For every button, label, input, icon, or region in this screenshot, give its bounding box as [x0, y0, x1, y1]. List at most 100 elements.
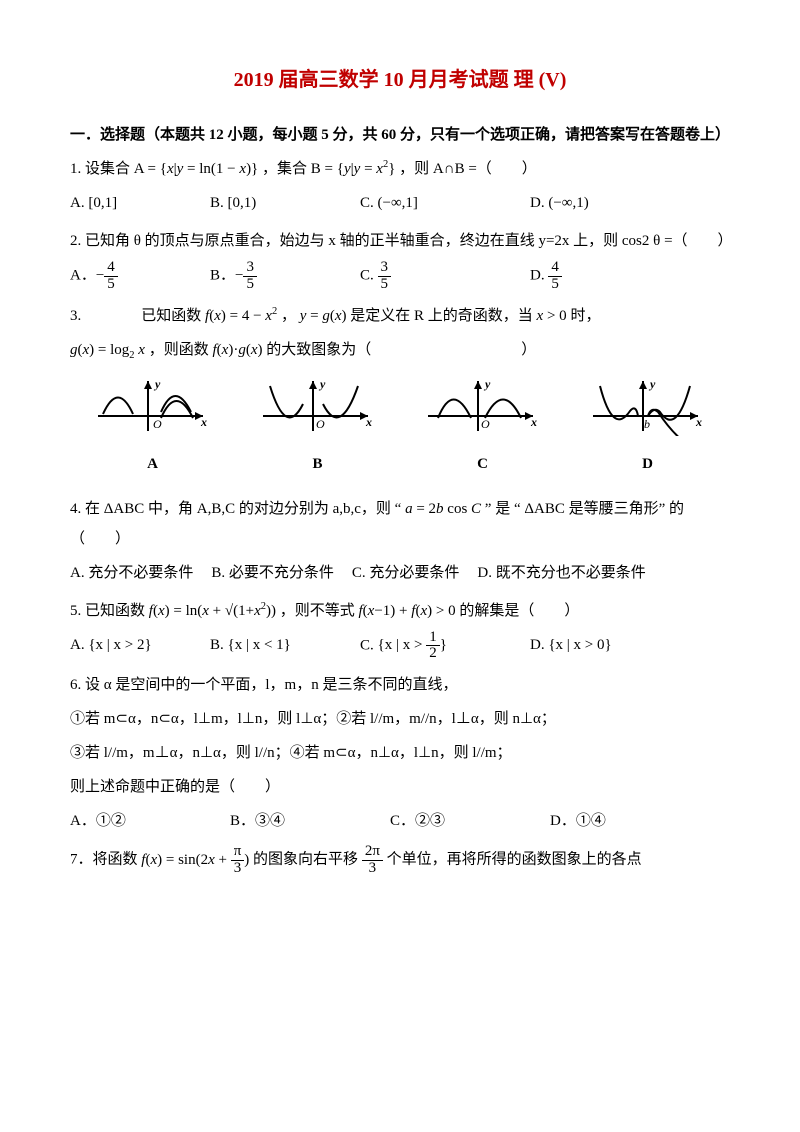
q6-line3: 则上述命题中正确的是（ ）	[70, 772, 730, 802]
q2-b-d: 5	[243, 277, 257, 293]
q3-eq3: x > 0	[537, 308, 567, 324]
graph-a-label: A	[83, 449, 223, 479]
q1-a-val: [0,1]	[88, 195, 117, 211]
svg-text:b: b	[644, 417, 650, 431]
graph-a: O y x A	[83, 376, 223, 479]
q5-a: 5. 已知函数	[70, 603, 149, 619]
q5-c-n: 1	[426, 630, 440, 647]
q1-eq-A: A = {x|y = ln(1 − x)}	[134, 161, 259, 177]
q5-b: ，则不等式	[280, 603, 359, 619]
q5-c-post: }	[440, 637, 447, 653]
q2-opt-d: D. 45	[530, 260, 680, 293]
svg-text:O: O	[481, 417, 490, 431]
question-2: 2. 已知角 θ 的顶点与原点重合，始边与 x 轴的正半轴重合，终边在直线 y=…	[70, 226, 730, 256]
q2-d-d: 5	[548, 277, 562, 293]
svg-text:O: O	[316, 417, 325, 431]
q2-c-d: 5	[378, 277, 392, 293]
q1-d-val: (−∞,1)	[548, 195, 588, 211]
svg-text:x: x	[365, 415, 372, 429]
q4-eq: a = 2b cos C	[405, 501, 481, 517]
q5-c-d: 2	[426, 646, 440, 662]
q6-line1: ①若 m⊂α，n⊂α，l⊥m，l⊥n，则 l⊥α；②若 l//m，m//n，l⊥…	[70, 704, 730, 734]
q5-opt-b: B. {x | x < 1}	[210, 630, 360, 663]
q1-opt-b: B. [0,1)	[210, 188, 360, 218]
question-7: 7．将函数 f(x) = sin(2x + π3) 的图象向右平移 2π3 个单…	[70, 844, 730, 877]
title-text: 2019 届高三数学 10 月月考试题 理 (V)	[234, 69, 567, 91]
q5-c: 的解集是（ ）	[459, 603, 579, 619]
q3-c: 是定义在 R 上的奇函数，当	[350, 308, 536, 324]
q2-d-n: 4	[548, 260, 562, 277]
graph-d-label: D	[578, 449, 718, 479]
q1-opt-c: C. (−∞,1]	[360, 188, 530, 218]
q2-a-d: 5	[104, 277, 118, 293]
q3-eq4: g(x) = log2 x	[70, 342, 145, 358]
q6-opt-d: D．①④	[550, 806, 710, 836]
q5-opt-c: C. {x | x > 12}	[360, 630, 530, 663]
q1-opt-d: D. (−∞,1)	[530, 188, 680, 218]
q4-opt-d: D. 既不充分也不必要条件	[477, 558, 645, 588]
q5-a-val: {x | x > 2}	[88, 637, 151, 653]
q7-eq: f(x) = sin(2x + π3)	[141, 852, 249, 868]
q5-opt-d: D. {x | x > 0}	[530, 630, 680, 663]
q5-opt-a: A. {x | x > 2}	[70, 630, 210, 663]
q5-b-val: {x | x < 1}	[228, 637, 291, 653]
q4-a: 4. 在 ΔABC 中，角 A,B,C 的对边分别为 a,b,c，则 “	[70, 501, 401, 517]
q1-stem-b: ，集合	[262, 161, 311, 177]
question-4: 4. 在 ΔABC 中，角 A,B,C 的对边分别为 a,b,c，则 “ a =…	[70, 494, 730, 554]
section-heading: 一．选择题（本题共 12 小题，每小题 5 分，共 60 分，只有一个选项正确，…	[70, 120, 730, 150]
q2-b-n: 3	[243, 260, 257, 277]
q7-shd: 3	[362, 861, 383, 877]
q7-eqn: π	[231, 844, 245, 861]
q4-opt-a: A. 充分不必要条件	[70, 558, 193, 588]
svg-text:y: y	[153, 377, 161, 391]
svg-text:x: x	[200, 415, 207, 429]
q6-opt-b: B．③④	[230, 806, 390, 836]
q4-opt-c: C. 充分必要条件	[352, 558, 460, 588]
q7-b: 的图象向右平移	[253, 852, 362, 868]
svg-text:y: y	[318, 377, 326, 391]
q1-c-val: (−∞,1]	[378, 195, 418, 211]
q5-options: A. {x | x > 2} B. {x | x < 1} C. {x | x …	[70, 630, 730, 663]
question-3b: g(x) = log2 x ，则函数 f(x)·g(x) 的大致图象为（ ）	[70, 335, 730, 366]
q1-eq-B: B = {y|y = x2}	[311, 161, 396, 177]
svg-text:x: x	[530, 415, 537, 429]
q1-opt-a: A. [0,1]	[70, 188, 210, 218]
q5-c-pre: {x | x >	[378, 637, 427, 653]
question-5: 5. 已知函数 f(x) = ln(x + √(1+x2)) ，则不等式 f(x…	[70, 596, 730, 626]
q3-graphs: O y x A O y x B	[70, 376, 730, 479]
q2-opt-b: B．−35	[210, 260, 360, 293]
q4-opt-b: B. 必要不充分条件	[211, 558, 334, 588]
q3-d: 时，	[570, 308, 600, 324]
q5-eq1: f(x) = ln(x + √(1+x2))	[149, 603, 276, 619]
graph-c: O y x C	[413, 376, 553, 479]
q3-b: ，	[281, 308, 296, 324]
q6-line2: ③若 l//m，m⊥α，n⊥α，则 l//n；④若 m⊂α，n⊥α，l⊥n，则 …	[70, 738, 730, 768]
svg-text:y: y	[483, 377, 491, 391]
q5-eq2: f(x−1) + f(x) > 0	[359, 603, 456, 619]
q2-opt-a: A．−45	[70, 260, 210, 293]
graph-d: b y x D	[578, 376, 718, 479]
q3-f: 的大致图象为（ ）	[266, 342, 536, 358]
q7-a: 7．将函数	[70, 852, 141, 868]
q3-e: ，则函数	[149, 342, 213, 358]
q4-options: A. 充分不必要条件 B. 必要不充分条件 C. 充分必要条件 D. 既不充分也…	[70, 558, 730, 588]
question-3: 3. 已知函数 f(x) = 4 − x2 ， y = g(x) 是定义在 R …	[70, 301, 730, 331]
q3-eq2: y = g(x)	[300, 308, 347, 324]
page-title: 2019 届高三数学 10 月月考试题 理 (V)	[70, 60, 730, 100]
q7-shn: 2π	[362, 844, 383, 861]
svg-text:y: y	[648, 377, 656, 391]
q7-eqd: 3	[231, 861, 245, 877]
q1-b-val: [0,1)	[228, 195, 257, 211]
q2-c-n: 3	[378, 260, 392, 277]
graph-b-label: B	[248, 449, 388, 479]
q2-opt-c: C. 35	[360, 260, 530, 293]
q6-options: A．①② B．③④ C．②③ D．①④	[70, 806, 730, 836]
svg-text:O: O	[153, 417, 162, 431]
q3-eq5: f(x)·g(x)	[212, 342, 262, 358]
q1-options: A. [0,1] B. [0,1) C. (−∞,1] D. (−∞,1)	[70, 188, 730, 218]
q6-opt-a: A．①②	[70, 806, 230, 836]
q5-c-val: {x | x > 12}	[378, 637, 447, 653]
q5-d-val: {x | x > 0}	[548, 637, 611, 653]
q7-c: 个单位，再将所得的函数图象上的各点	[387, 852, 642, 868]
svg-text:x: x	[695, 415, 702, 429]
